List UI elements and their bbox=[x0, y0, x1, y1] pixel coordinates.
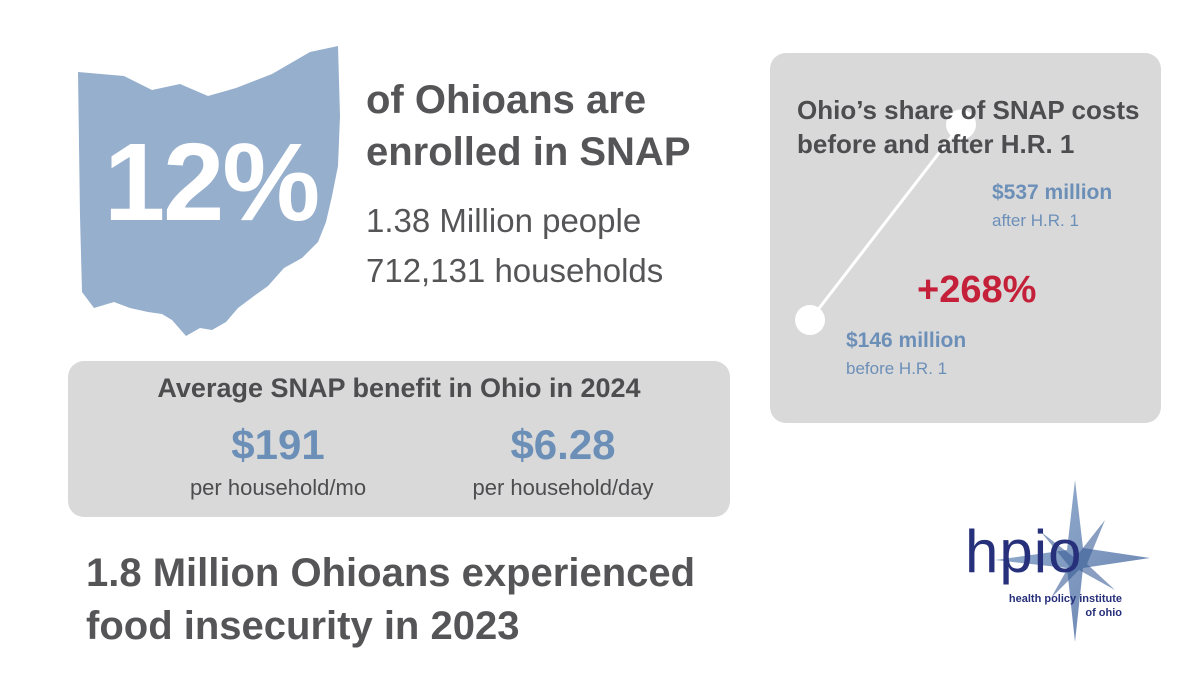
average-benefit-title: Average SNAP benefit in Ohio in 2024 bbox=[157, 373, 641, 403]
ohio-map-icon bbox=[78, 46, 340, 336]
enrollment-title-line2: enrolled in SNAP bbox=[366, 130, 691, 174]
hpio-logo-text: hpio bbox=[965, 518, 1083, 585]
enrollment-title-line1: of Ohioans are bbox=[366, 78, 647, 122]
cost-change-percent: +268% bbox=[917, 269, 1037, 311]
before-point bbox=[795, 305, 825, 335]
food-insecurity-line1: 1.8 Million Ohioans experienced bbox=[86, 551, 696, 595]
monthly-benefit-amount: $191 bbox=[231, 421, 325, 468]
cost-share-title-line2: before and after H.R. 1 bbox=[797, 129, 1075, 159]
compass-star-icon bbox=[995, 480, 1150, 642]
before-value-label: $146 million bbox=[846, 329, 967, 352]
cost-trend-line bbox=[808, 123, 963, 321]
household-count: 712,131 households bbox=[366, 252, 664, 289]
average-benefit-panel: Average SNAP benefit in Ohio in 2024 $19… bbox=[68, 361, 730, 517]
cost-share-title-line1: Ohio’s share of SNAP costs bbox=[797, 95, 1140, 125]
after-value-label: $537 million bbox=[992, 181, 1113, 204]
after-point bbox=[946, 109, 976, 140]
daily-benefit-amount: $6.28 bbox=[510, 421, 616, 468]
before-category-label: before H.R. 1 bbox=[846, 359, 948, 378]
enrollment-counts: 1.38 Million people 712,131 households bbox=[366, 196, 663, 296]
enrollment-title: of Ohioans are enrolled in SNAP bbox=[366, 74, 726, 178]
people-count: 1.38 Million people bbox=[366, 202, 642, 239]
logo-tagline-line2: of ohio bbox=[1085, 607, 1122, 619]
food-insecurity-line2: food insecurity in 2023 bbox=[86, 604, 520, 648]
food-insecurity-statement: 1.8 Million Ohioans experienced food ins… bbox=[86, 547, 786, 653]
cost-share-chart bbox=[795, 109, 976, 335]
monthly-benefit-label: per household/mo bbox=[189, 475, 367, 500]
daily-benefit-label: per household/day bbox=[472, 475, 654, 500]
logo-tagline-line1: health policy institute bbox=[1008, 593, 1122, 605]
cost-share-panel: Ohio’s share of SNAP costs before and af… bbox=[770, 53, 1161, 423]
enrollment-percent: 12% bbox=[104, 121, 320, 244]
cost-share-title: Ohio’s share of SNAP costs before and af… bbox=[797, 93, 1157, 161]
after-category-label: after H.R. 1 bbox=[992, 211, 1079, 230]
